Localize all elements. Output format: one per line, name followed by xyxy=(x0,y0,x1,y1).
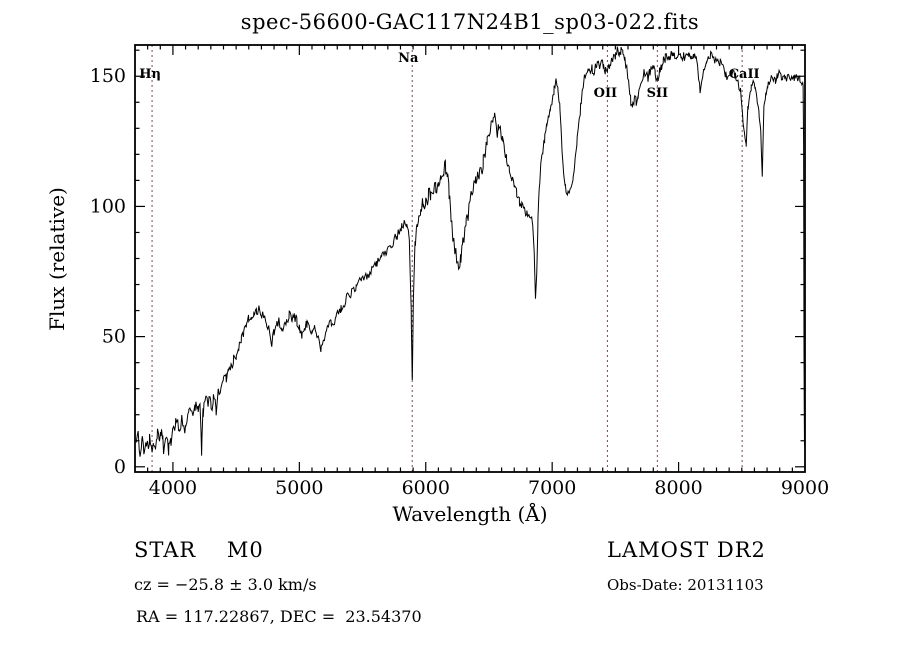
spectral-line-markers xyxy=(151,45,743,472)
axes-frame xyxy=(134,44,806,473)
x-tick-label: 5000 xyxy=(275,477,323,499)
y-tick-label: 100 xyxy=(90,195,126,217)
spectrum-curve xyxy=(135,45,806,460)
x-axis-label: Wavelength (Å) xyxy=(392,502,548,526)
y-tick-label: 150 xyxy=(90,65,126,87)
spectral-line-label-Hη: Hη xyxy=(139,67,161,82)
ra-dec-value: RA = 117.22867, DEC = 23.54370 xyxy=(136,607,422,626)
plot-title: spec-56600-GAC117N24B1_sp03-022.fits xyxy=(240,10,700,34)
axis-ticks xyxy=(135,45,805,472)
spectral-line-label-SII: SII xyxy=(647,86,669,101)
x-tick-label: 6000 xyxy=(402,477,450,499)
obs-date-value: Obs-Date: 20131103 xyxy=(607,576,764,594)
y-axis-label: Flux (relative) xyxy=(45,187,69,331)
y-tick-label: 0 xyxy=(114,456,126,478)
spectral-line-labels: Hη Na OII SII CaII xyxy=(139,51,759,101)
x-tick-label: 9000 xyxy=(781,477,829,499)
object-class-label: STAR M0 xyxy=(134,538,264,562)
x-tick-label: 4000 xyxy=(149,477,197,499)
spectral-line-label-CaII: CaII xyxy=(729,67,760,82)
survey-label: LAMOST DR2 xyxy=(607,538,766,562)
x-tick-label: 7000 xyxy=(528,477,576,499)
x-tick-label: 8000 xyxy=(654,477,702,499)
y-tick-label: 50 xyxy=(102,326,126,348)
spectral-line-label-OII: OII xyxy=(594,86,618,101)
cz-value: cz = −25.8 ± 3.0 km/s xyxy=(134,575,317,594)
tick-labels: 4000 5000 6000 7000 8000 9000 0 50 100 150 xyxy=(90,65,829,499)
spectral-line-label-Na: Na xyxy=(398,51,419,66)
